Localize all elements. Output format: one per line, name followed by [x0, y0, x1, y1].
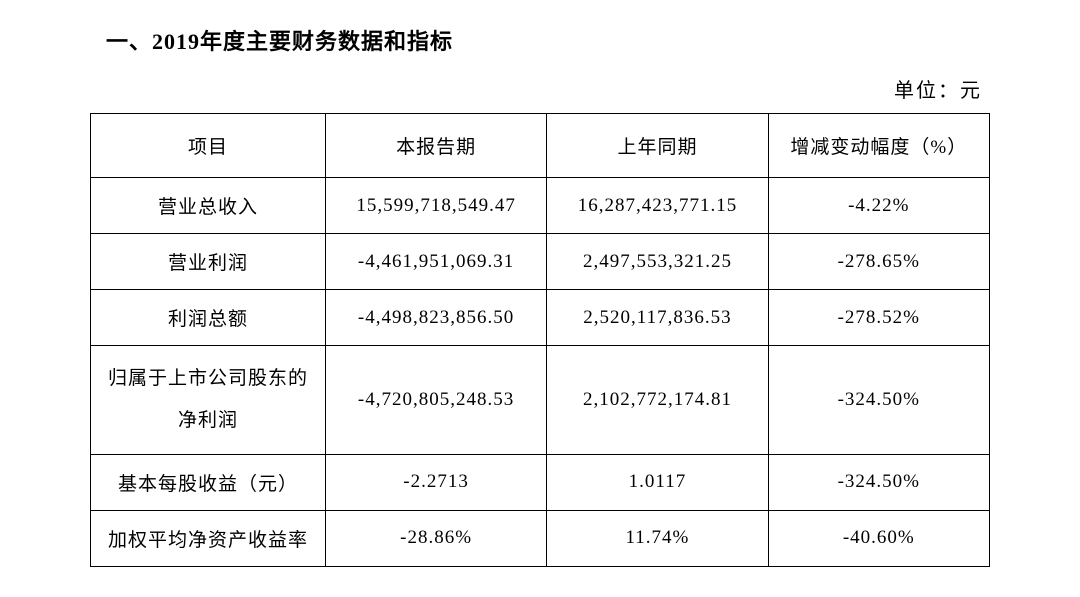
cell-current: -4,461,951,069.31	[325, 234, 546, 290]
cell-change: -4.22%	[768, 178, 989, 234]
cell-change: -278.52%	[768, 290, 989, 346]
table-row: 加权平均净资产收益率 -28.86% 11.74% -40.60%	[91, 510, 990, 566]
cell-change: -324.50%	[768, 346, 989, 455]
col-header-change: 增减变动幅度（%）	[768, 114, 989, 178]
table-row: 营业利润 -4,461,951,069.31 2,497,553,321.25 …	[91, 234, 990, 290]
cell-item: 营业总收入	[91, 178, 326, 234]
cell-current: 15,599,718,549.47	[325, 178, 546, 234]
cell-change: -324.50%	[768, 454, 989, 510]
unit-label: 单位：元	[90, 74, 990, 103]
cell-prior: 11.74%	[547, 510, 768, 566]
cell-prior: 1.0117	[547, 454, 768, 510]
cell-change: -278.65%	[768, 234, 989, 290]
cell-item: 营业利润	[91, 234, 326, 290]
cell-change: -40.60%	[768, 510, 989, 566]
cell-prior: 16,287,423,771.15	[547, 178, 768, 234]
table-row: 基本每股收益（元） -2.2713 1.0117 -324.50%	[91, 454, 990, 510]
cell-item: 基本每股收益（元）	[91, 454, 326, 510]
cell-item: 归属于上市公司股东的净利润	[91, 346, 326, 455]
table-row: 营业总收入 15,599,718,549.47 16,287,423,771.1…	[91, 178, 990, 234]
table-row: 归属于上市公司股东的净利润 -4,720,805,248.53 2,102,77…	[91, 346, 990, 455]
col-header-current: 本报告期	[325, 114, 546, 178]
table-row: 利润总额 -4,498,823,856.50 2,520,117,836.53 …	[91, 290, 990, 346]
cell-current: -2.2713	[325, 454, 546, 510]
financial-table: 项目 本报告期 上年同期 增减变动幅度（%） 营业总收入 15,599,718,…	[90, 113, 990, 567]
table-header-row: 项目 本报告期 上年同期 增减变动幅度（%）	[91, 114, 990, 178]
cell-item: 加权平均净资产收益率	[91, 510, 326, 566]
cell-item: 利润总额	[91, 290, 326, 346]
cell-current: -4,720,805,248.53	[325, 346, 546, 455]
col-header-prior: 上年同期	[547, 114, 768, 178]
col-header-item: 项目	[91, 114, 326, 178]
section-title: 一、2019年度主要财务数据和指标	[106, 24, 990, 56]
cell-current: -4,498,823,856.50	[325, 290, 546, 346]
cell-prior: 2,497,553,321.25	[547, 234, 768, 290]
cell-prior: 2,102,772,174.81	[547, 346, 768, 455]
cell-prior: 2,520,117,836.53	[547, 290, 768, 346]
cell-current: -28.86%	[325, 510, 546, 566]
